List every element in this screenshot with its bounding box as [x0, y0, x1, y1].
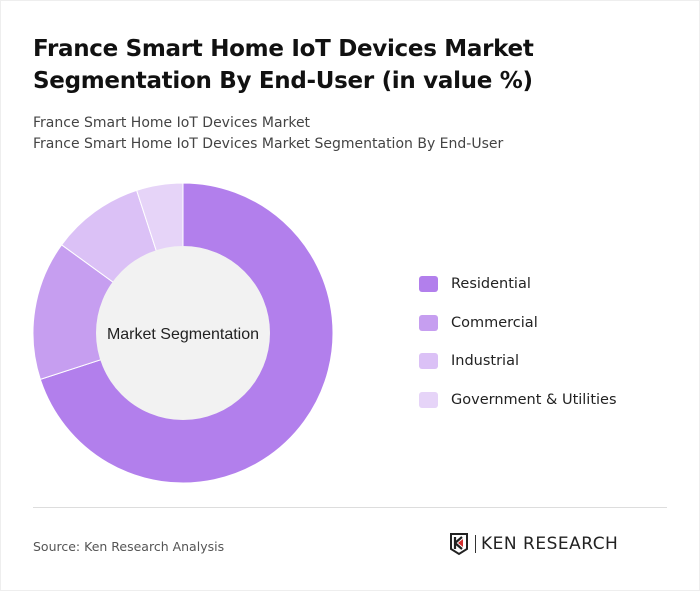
legend-item: Government & Utilities — [419, 381, 617, 420]
chart-title: France Smart Home IoT Devices Market Seg… — [33, 36, 534, 94]
center-label: Market Segmentation — [107, 326, 259, 343]
subtitle-market: France Smart Home IoT Devices Market — [33, 115, 311, 131]
legend-item: Commercial — [419, 304, 617, 343]
legend-item: Residential — [419, 265, 617, 304]
ken-research-logo-icon — [450, 533, 468, 556]
logo-text: KEN RESEARCH — [475, 535, 618, 553]
divider — [33, 507, 667, 508]
legend-label: Residential — [451, 276, 531, 293]
legend-item: Industrial — [419, 342, 617, 381]
donut-hole — [96, 246, 270, 420]
legend-label: Commercial — [451, 314, 538, 331]
subtitle-segmentation: France Smart Home IoT Devices Market Seg… — [33, 136, 504, 152]
legend-label: Government & Utilities — [451, 391, 617, 408]
legend: Residential Commercial Industrial Governmen… — [419, 265, 617, 419]
legend-swatch — [419, 314, 438, 331]
legend-label: Industrial — [451, 353, 520, 370]
donut-chart: Market Segmentation — [32, 182, 334, 484]
source-note: Source: Ken Research Analysis — [33, 539, 225, 554]
ken-research-logo: KEN RESEARCH — [449, 532, 618, 556]
legend-swatch — [419, 353, 438, 370]
legend-swatch — [419, 391, 438, 408]
legend-swatch — [419, 276, 438, 293]
